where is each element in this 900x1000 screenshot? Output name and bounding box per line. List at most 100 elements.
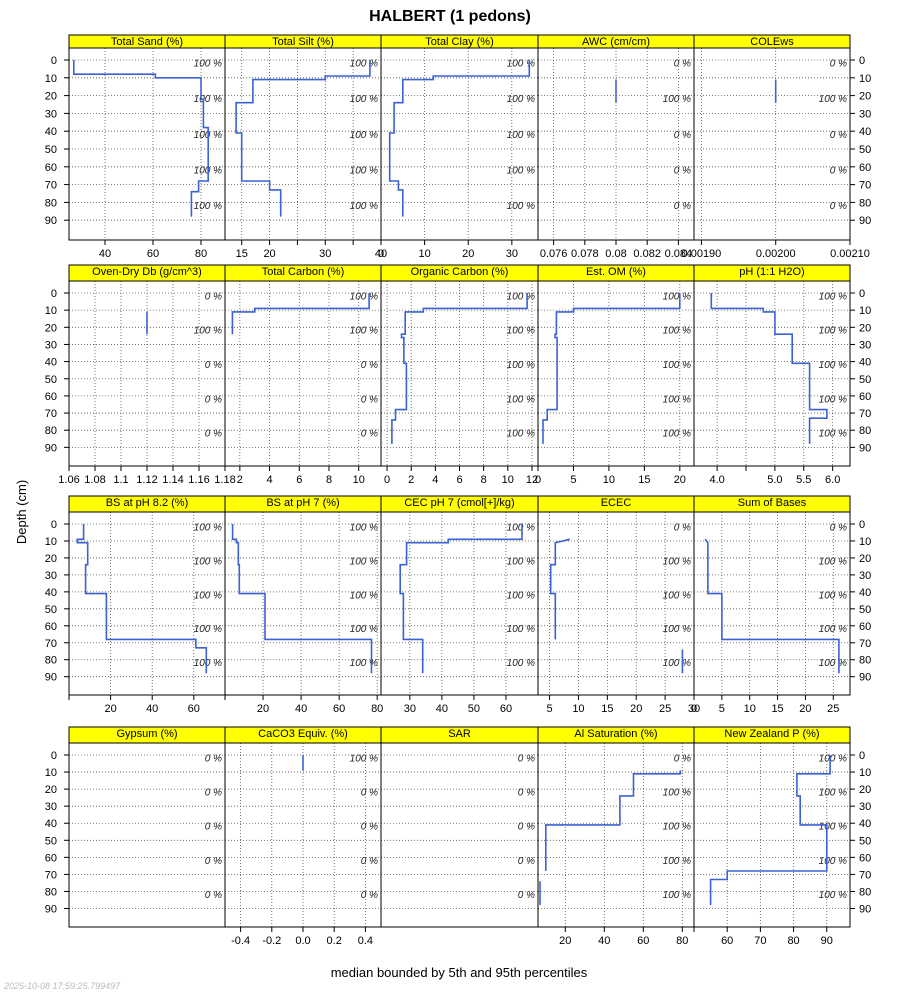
- profile-line: [704, 538, 840, 674]
- x-tick-label: 5: [570, 474, 576, 486]
- y-tick-label: 20: [859, 553, 871, 565]
- percent-label: 0 %: [361, 360, 378, 371]
- y-tick-label: 50: [45, 144, 57, 156]
- percent-label: 100 %: [507, 429, 535, 440]
- percent-label: 0 %: [361, 394, 378, 405]
- x-tick-label: 20: [630, 703, 642, 715]
- panel: Total Clay (%) 100 % 100 % 100 % 100 % 100 % 0…: [378, 34, 539, 260]
- y-tick-label: 0: [51, 750, 57, 762]
- percent-label: 100 %: [350, 556, 378, 567]
- timestamp: 2025-10-08 17:59:25.799497: [3, 981, 121, 991]
- x-tick-label: 15: [601, 703, 613, 715]
- y-tick-label: 70: [859, 408, 871, 420]
- y-tick-label: 70: [859, 180, 871, 192]
- x-tick-label: 10: [353, 474, 365, 486]
- x-tick-label: 1.14: [162, 474, 183, 486]
- panel: Organic Carbon (%) 100 % 100 % 100 % 100 % 10…: [380, 264, 539, 486]
- profile-line: [399, 524, 523, 674]
- x-tick-label: 6: [456, 474, 462, 486]
- percent-label: 100 %: [663, 429, 691, 440]
- y-tick-label: 40: [45, 357, 57, 369]
- panel-frame: [693, 280, 851, 467]
- profile-line: [542, 293, 681, 444]
- panel-title: SAR: [448, 728, 471, 740]
- percent-label: 100 %: [350, 94, 378, 105]
- y-tick-label: 50: [45, 835, 57, 847]
- percent-label: 0 %: [205, 856, 222, 867]
- percent-label: 100 %: [819, 326, 847, 337]
- y-tick-label: 40: [859, 126, 871, 138]
- y-tick-label: 20: [45, 784, 57, 796]
- percent-label: 100 %: [507, 624, 535, 635]
- percent-label: 0 %: [830, 201, 847, 212]
- percent-label: 100 %: [819, 429, 847, 440]
- panel: SAR 0 % 0 % 0 % 0 % 0 %: [380, 726, 539, 928]
- x-tick-label: 0.2: [327, 935, 342, 947]
- x-tick-label: 6: [296, 474, 302, 486]
- x-tick-label: 0.078: [571, 248, 599, 260]
- y-tick-label: 50: [859, 144, 871, 156]
- panel-grid: Total Sand (%)100 %100 %100 %100 %100 %4…: [45, 34, 871, 947]
- x-tick-label: 0: [378, 248, 384, 260]
- panel: Sum of Bases 0 % 100 % 100 % 100 % 100 % 0 5 10 1…: [691, 495, 871, 715]
- panel-title: Total Sand (%): [111, 36, 183, 48]
- y-tick-label: 60: [859, 621, 871, 633]
- panel: ECEC 0 % 100 % 100 % 100 % 100 % 5 10 15 20 25 30: [537, 495, 700, 715]
- y-tick-label: 50: [45, 604, 57, 616]
- panel-title: Gypsum (%): [116, 728, 177, 740]
- percent-label: 100 %: [819, 556, 847, 567]
- y-tick-label: 20: [45, 91, 57, 103]
- x-tick-label: 0.082: [633, 248, 661, 260]
- percent-label: 100 %: [507, 201, 535, 212]
- panel-title: BS at pH 7 (%): [266, 497, 339, 509]
- y-tick-label: 70: [45, 869, 57, 881]
- y-tick-label: 20: [859, 322, 871, 334]
- x-tick-label: 25: [659, 703, 671, 715]
- y-tick-label: 80: [45, 886, 57, 898]
- percent-label: 100 %: [819, 890, 847, 901]
- percent-label: 100 %: [194, 59, 222, 70]
- panel-frame: [693, 47, 851, 241]
- percent-label: 100 %: [663, 394, 691, 405]
- y-tick-label: 20: [45, 322, 57, 334]
- y-tick-label: 30: [859, 108, 871, 120]
- panel-title: Total Clay (%): [425, 36, 493, 48]
- panel: CaCO3 Equiv. (%) 100 % 0 % 0 % 0 % 0 % -0.4 -0.…: [224, 726, 382, 947]
- y-tick-label: 70: [45, 180, 57, 192]
- x-tick-label: -0.2: [262, 935, 281, 947]
- x-tick-label: 60: [637, 935, 649, 947]
- y-tick-label: 20: [45, 553, 57, 565]
- percent-label: 100 %: [663, 590, 691, 601]
- panel-title: COLEws: [750, 36, 794, 48]
- y-tick-label: 10: [45, 305, 57, 317]
- y-tick-label: 10: [45, 767, 57, 779]
- y-tick-label: 0: [859, 519, 865, 531]
- percent-label: 100 %: [194, 522, 222, 533]
- x-tick-label: 5.0: [767, 474, 782, 486]
- y-tick-label: 30: [859, 801, 871, 813]
- percent-label: 100 %: [663, 556, 691, 567]
- percent-label: 0 %: [361, 788, 378, 799]
- percent-label: 100 %: [507, 522, 535, 533]
- y-tick-label: 10: [45, 536, 57, 548]
- panel-title: Total Silt (%): [272, 36, 334, 48]
- percent-label: 100 %: [819, 624, 847, 635]
- percent-label: 0 %: [830, 165, 847, 176]
- percent-label: 0 %: [674, 165, 691, 176]
- percent-label: 100 %: [819, 94, 847, 105]
- x-tick-label: 6.0: [825, 474, 840, 486]
- panel-title: Est. OM (%): [586, 266, 646, 278]
- x-tick-label: 1.18: [214, 474, 235, 486]
- y-tick-label: 60: [45, 852, 57, 864]
- y-tick-label: 90: [45, 904, 57, 916]
- x-tick-label: 25: [827, 703, 839, 715]
- x-tick-label: 8: [481, 474, 487, 486]
- y-tick-label: 80: [859, 425, 871, 437]
- percent-label: 0 %: [674, 201, 691, 212]
- panel-title: BS at pH 8.2 (%): [106, 497, 189, 509]
- x-tick-label: 70: [754, 935, 766, 947]
- percent-label: 100 %: [819, 394, 847, 405]
- percent-label: 100 %: [819, 291, 847, 302]
- y-tick-label: 30: [45, 801, 57, 813]
